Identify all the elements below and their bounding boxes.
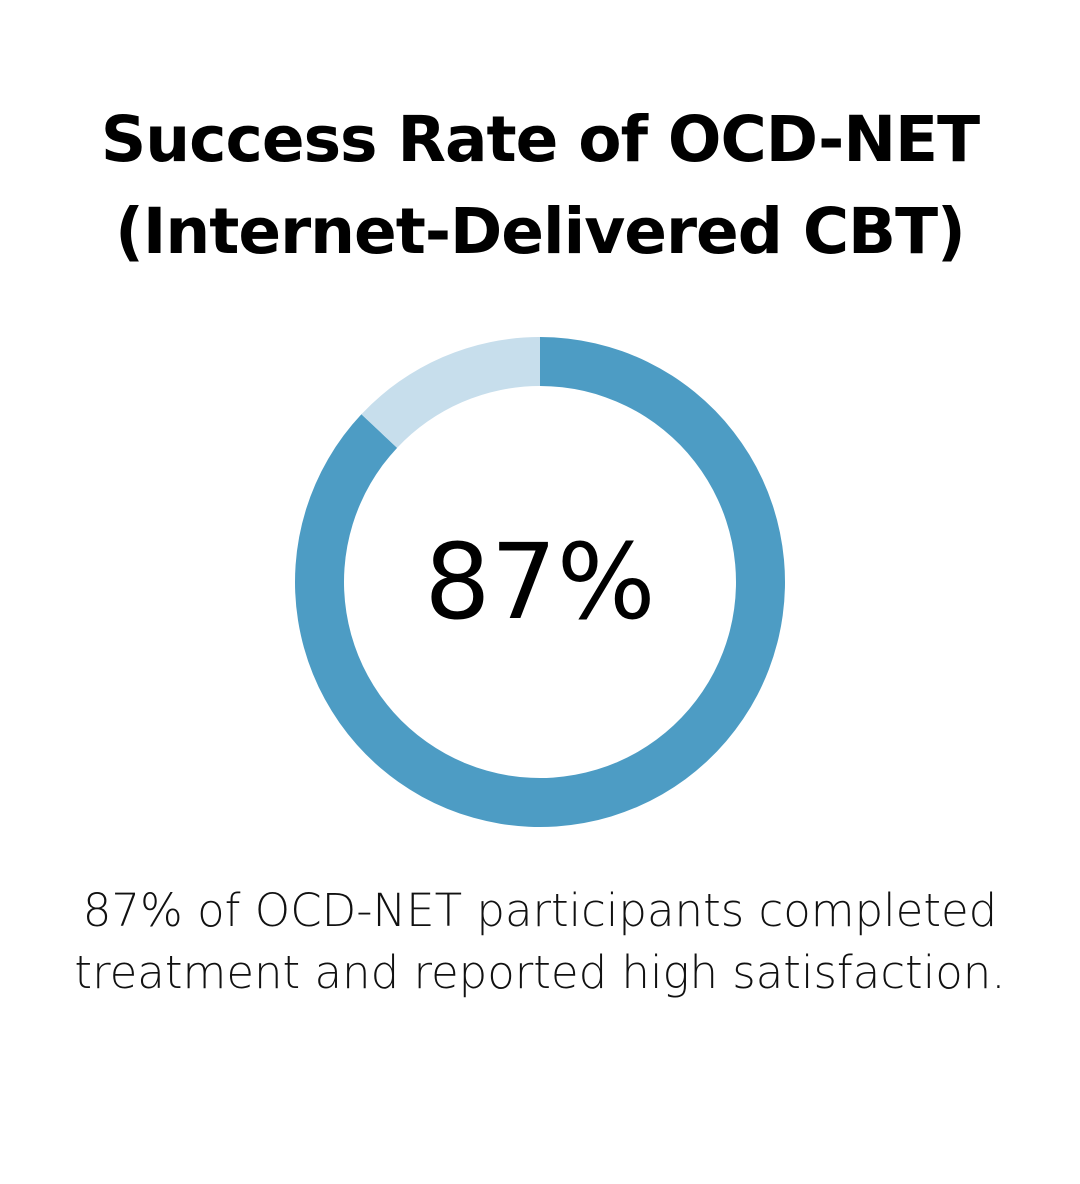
donut-chart: 87% [290, 332, 790, 832]
chart-caption: 87% of OCD-NET participants completed tr… [0, 880, 1080, 1004]
donut-slice-remainder [361, 337, 540, 448]
donut-svg: 87% [294, 337, 785, 827]
chart-title: Success Rate of OCD-NET (Internet-Delive… [0, 94, 1080, 278]
chart-title-line-2: (Internet-Delivered CBT) [115, 195, 966, 268]
chart-title-line-1: Success Rate of OCD-NET [100, 103, 980, 176]
donut-center-value: 87% [424, 521, 655, 643]
caption-line-2: treatment and reported high satisfaction… [74, 946, 1006, 999]
caption-line-1: 87% of OCD-NET participants completed [82, 884, 998, 937]
